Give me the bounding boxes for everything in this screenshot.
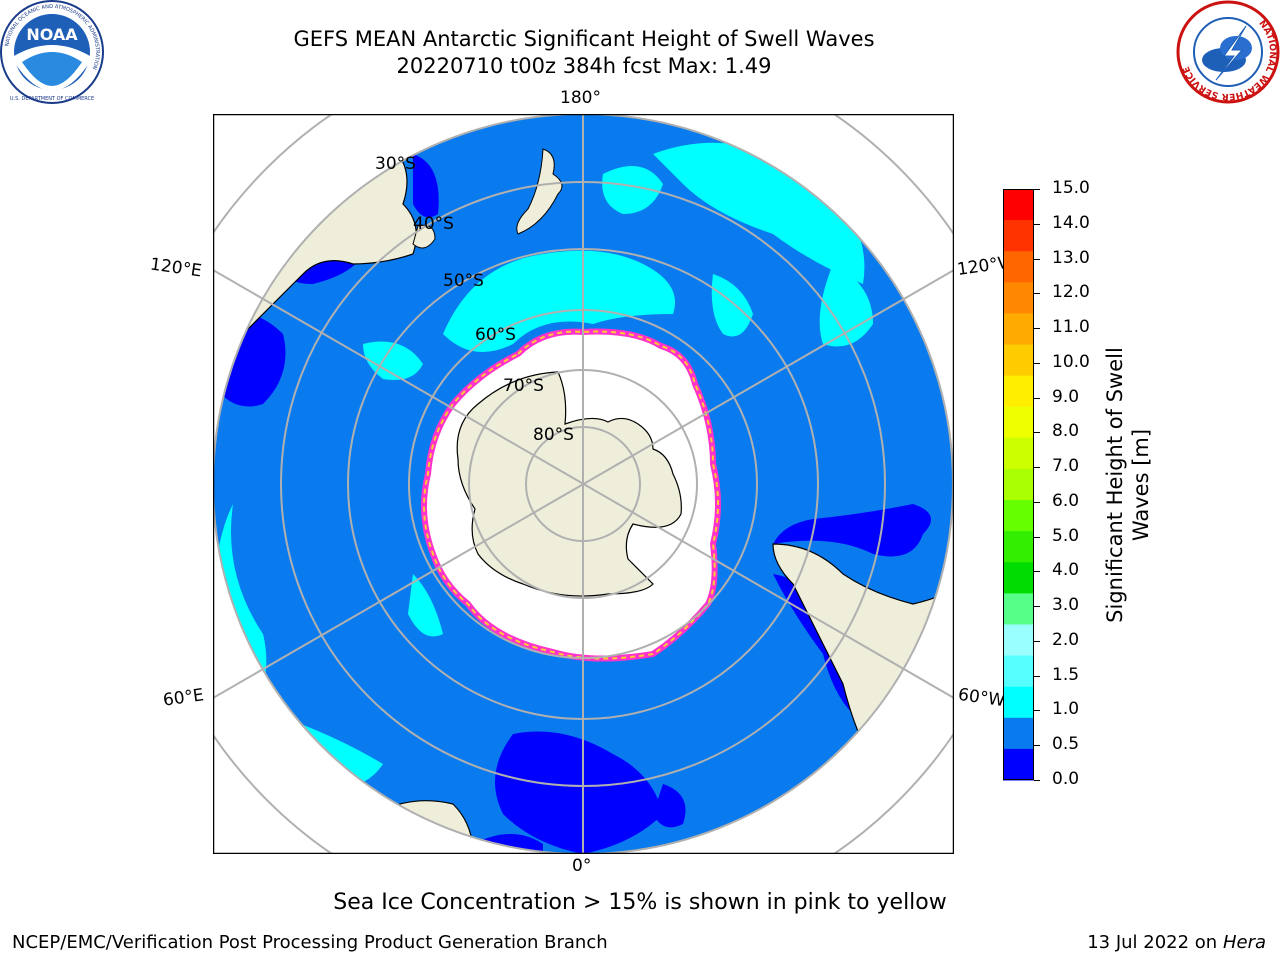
colorbar-tick-mark (1034, 432, 1040, 434)
colorbar-segment (1003, 375, 1034, 408)
colorbar-segment (1003, 686, 1034, 719)
colorbar-segment (1003, 437, 1034, 470)
lat-label-50s: 50°S (443, 271, 484, 291)
lat-label-60s: 60°S (475, 325, 516, 345)
lat-label-70s: 70°S (503, 376, 544, 396)
colorbar-tick-label: 8.0 (1052, 421, 1080, 442)
colorbar-tick-label: 0.5 (1052, 734, 1080, 755)
colorbar-segment (1003, 344, 1034, 377)
colorbar-segment (1003, 189, 1034, 221)
antarctica (456, 371, 682, 597)
colorbar-tick-mark (1034, 223, 1040, 225)
polar-map-svg: 30°S 40°S 50°S 60°S 70°S 80°S (213, 114, 954, 854)
colorbar-tick-mark (1034, 536, 1040, 538)
colorbar-tick-label: 1.5 (1052, 664, 1080, 685)
colorbar-tick-label: 0.0 (1052, 769, 1080, 789)
colorbar-tick-mark (1034, 189, 1040, 190)
lon-label-60w: 60°W (956, 684, 1007, 712)
colorbar-tick-mark (1034, 397, 1040, 399)
noaa-logo-text: NOAA (26, 25, 78, 44)
colorbar-tick-label: 3.0 (1052, 595, 1080, 616)
colorbar-tick-mark (1034, 640, 1040, 642)
colorbar-tick-mark (1034, 501, 1040, 503)
colorbar-segment (1003, 251, 1034, 283)
colorbar-tick-label: 10.0 (1052, 351, 1090, 372)
colorbar-tick-mark (1034, 467, 1040, 469)
lon-label-120e: 120°E (148, 254, 203, 282)
colorbar-segment (1003, 717, 1034, 750)
colorbar-tick-mark (1034, 293, 1040, 295)
longitude-grid (213, 114, 954, 854)
lat-label-40s: 40°S (413, 214, 454, 234)
colorbar-tick-label: 13.0 (1052, 247, 1090, 268)
colorbar-tick-label: 11.0 (1052, 317, 1090, 338)
colorbar-segment (1003, 562, 1034, 594)
nws-logo: NATIONAL WEATHER SERVICE (1176, 0, 1280, 104)
colorbar-tick-mark (1034, 606, 1040, 608)
colorbar-tick-mark (1034, 745, 1040, 747)
colorbar-segment (1003, 748, 1034, 781)
latitude-labels: 30°S 40°S 50°S 60°S 70°S 80°S (375, 154, 574, 445)
colorbar-tick-label: 6.0 (1052, 490, 1080, 511)
colorbar-tick-label: 15.0 (1052, 178, 1090, 198)
colorbar-tick-mark (1034, 258, 1040, 260)
new-zealand (516, 148, 563, 235)
credit-left: NCEP/EMC/Verification Post Processing Pr… (12, 932, 608, 953)
polar-map: 30°S 40°S 50°S 60°S 70°S 80°S (213, 114, 954, 854)
svg-text:U.S. DEPARTMENT OF COMMERCE: U.S. DEPARTMENT OF COMMERCE (10, 96, 94, 102)
colorbar (1003, 189, 1034, 781)
colorbar-tick-label: 9.0 (1052, 386, 1080, 407)
colorbar-tick-mark (1034, 780, 1040, 781)
colorbar-segment (1003, 531, 1034, 563)
colorbar-tick-label: 14.0 (1052, 212, 1090, 233)
colorbar-tick-label: 4.0 (1052, 560, 1080, 581)
colorbar-label: Significant Height of Swell Waves [m] (1103, 347, 1153, 623)
colorbar-tick-label: 5.0 (1052, 525, 1080, 546)
colorbar-segment (1003, 282, 1034, 314)
colorbar-segment (1003, 468, 1034, 501)
lat-label-80s: 80°S (533, 425, 574, 445)
chart-subtitle: 20220710 t00z 384h fcst Max: 1.49 (396, 54, 772, 78)
colorbar-tick-mark (1034, 710, 1040, 712)
noaa-logo: NOAA NATIONAL OCEANIC AND ATMOSPHERIC AD… (0, 0, 104, 104)
map-border (213, 114, 954, 854)
credit-right: 13 Jul 2022 on Hera (1087, 932, 1266, 953)
lon-label-180: 180° (560, 88, 601, 108)
colorbar-segment (1003, 500, 1034, 532)
lat-label-30s: 30°S (375, 154, 416, 174)
lon-label-0: 0° (572, 856, 592, 876)
colorbar-tick-label: 7.0 (1052, 456, 1080, 477)
colorbar-segment (1003, 220, 1034, 252)
colorbar-tick-label: 12.0 (1052, 282, 1090, 303)
sea-ice-note: Sea Ice Concentration > 15% is shown in … (333, 890, 947, 915)
colorbar-segment (1003, 624, 1034, 657)
colorbar-segment (1003, 313, 1034, 346)
colorbar-segment (1003, 655, 1034, 688)
colorbar-tick-mark (1034, 328, 1040, 330)
colorbar-tick-mark (1034, 675, 1040, 677)
chart-title: GEFS MEAN Antarctic Significant Height o… (293, 27, 875, 51)
colorbar-tick-mark (1034, 362, 1040, 364)
colorbar-segment (1003, 406, 1034, 439)
colorbar-tick-label: 1.0 (1052, 699, 1080, 720)
colorbar-segment (1003, 593, 1034, 625)
colorbar-tick-label: 2.0 (1052, 629, 1080, 650)
colorbar-tick-mark (1034, 571, 1040, 573)
lon-label-60e: 60°E (161, 685, 206, 711)
